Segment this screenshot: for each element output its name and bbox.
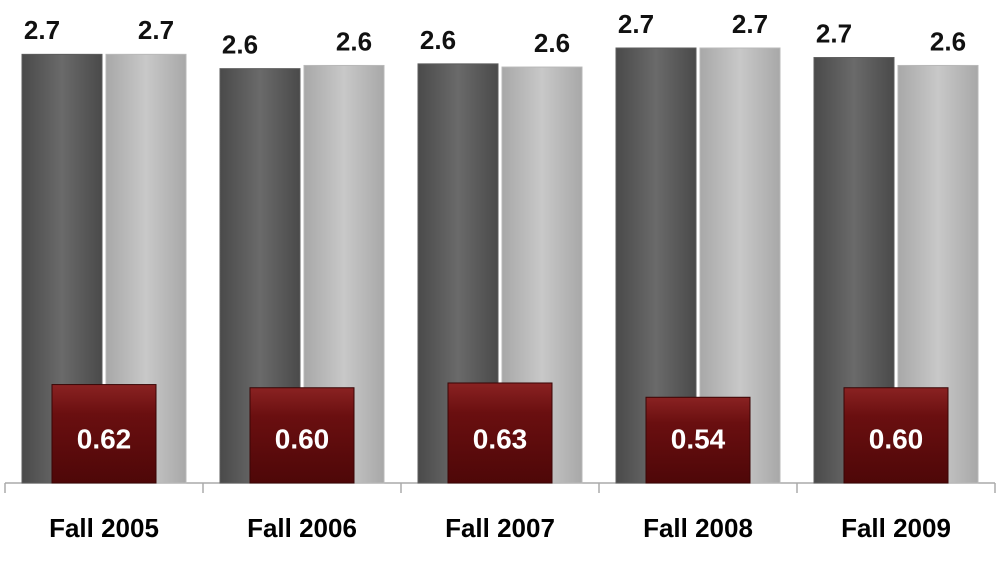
value-label: 2.7 (24, 15, 60, 45)
box-label: 0.63 (473, 423, 528, 454)
value-label: 2.7 (732, 9, 768, 39)
value-label: 2.6 (930, 26, 966, 56)
box-label: 0.54 (671, 423, 726, 454)
value-label: 2.7 (618, 9, 654, 39)
x-tick-label: Fall 2007 (445, 513, 555, 543)
x-tick-label: Fall 2006 (247, 513, 357, 543)
x-tick-label: Fall 2009 (841, 513, 951, 543)
box-label: 0.60 (275, 423, 330, 454)
box (645, 396, 751, 484)
value-label: 2.7 (816, 18, 852, 48)
box (249, 387, 355, 484)
box-label: 0.60 (869, 423, 924, 454)
x-tick-label: Fall 2008 (643, 513, 753, 543)
box (447, 382, 553, 484)
value-label: 2.6 (222, 30, 258, 60)
box (51, 384, 157, 484)
box-label: 0.62 (77, 423, 132, 454)
value-label: 2.6 (534, 28, 570, 58)
value-label: 2.6 (420, 25, 456, 55)
value-label: 2.6 (336, 26, 372, 56)
value-label: 2.7 (138, 15, 174, 45)
x-tick-label: Fall 2005 (49, 513, 159, 543)
box (843, 387, 949, 484)
